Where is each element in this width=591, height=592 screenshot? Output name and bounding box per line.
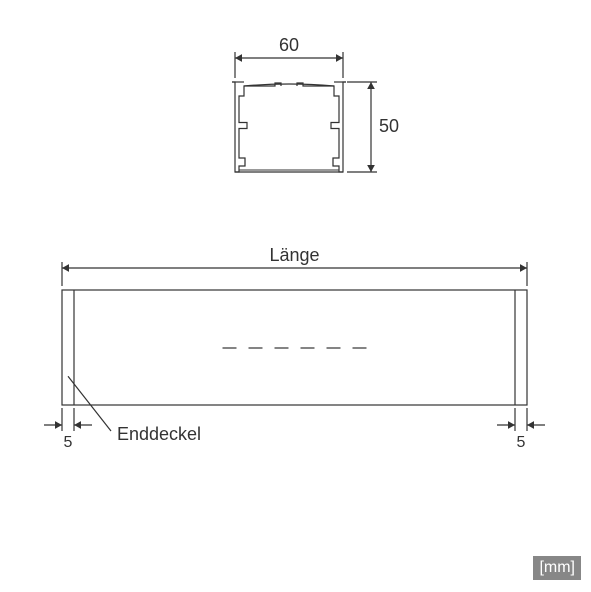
technical-drawing-svg: 60 50 Länge Enddeckel 5 5 [0,0,591,592]
svg-text:5: 5 [64,434,73,451]
svg-text:60: 60 [279,35,299,55]
svg-text:Enddeckel: Enddeckel [117,424,201,444]
svg-text:50: 50 [379,116,399,136]
drawing-canvas: 60 50 Länge Enddeckel 5 5 [mm] [0,0,591,592]
svg-text:5: 5 [517,434,526,451]
unit-label: [mm] [539,559,575,576]
svg-text:Länge: Länge [269,245,319,265]
unit-badge: [mm] [533,556,581,580]
